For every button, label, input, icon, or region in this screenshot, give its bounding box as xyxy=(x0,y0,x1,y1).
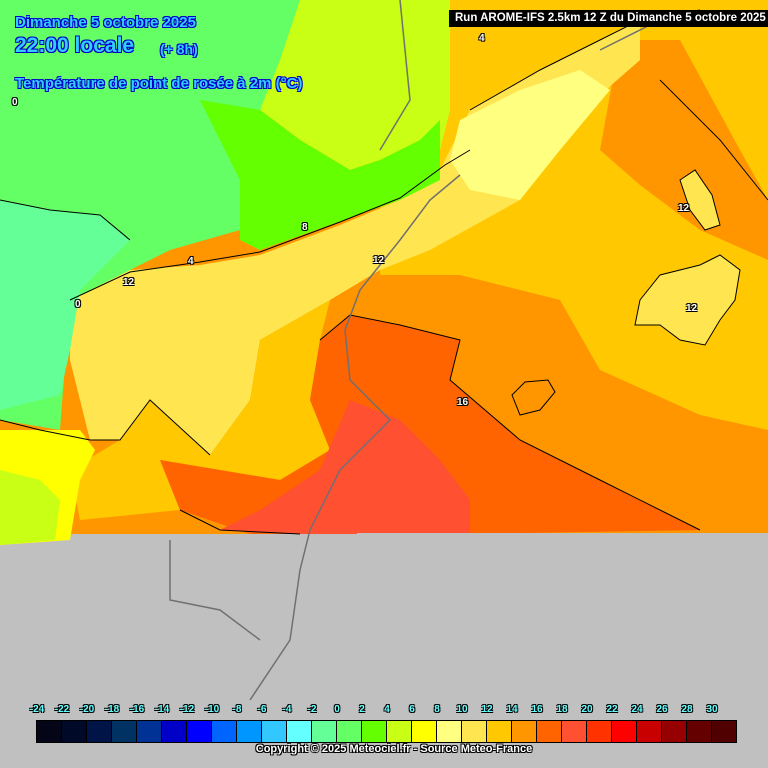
map-date: Dimanche 5 octobre 2025 xyxy=(15,14,196,31)
legend-tick-label: 14 xyxy=(506,704,518,715)
legend-tick-label: -12 xyxy=(179,704,195,715)
legend-swatch xyxy=(662,721,687,742)
copyright: Copyright © 2025 Meteociel.fr - Source M… xyxy=(255,743,533,755)
legend-tick-label: -8 xyxy=(232,704,242,715)
legend-swatch xyxy=(612,721,637,742)
legend-tick-label: 30 xyxy=(706,704,718,715)
legend-swatch xyxy=(87,721,112,742)
island-ibiza xyxy=(511,379,556,416)
legend-tick-label: 4 xyxy=(384,704,390,715)
contour-label: 12 xyxy=(373,255,385,266)
legend-tick-label: -14 xyxy=(154,704,170,715)
legend-tick-label: 16 xyxy=(531,704,543,715)
islands xyxy=(511,169,741,416)
legend-swatch xyxy=(112,721,137,742)
legend-tick-label: 28 xyxy=(681,704,693,715)
legend-tick-label: -24 xyxy=(29,704,45,715)
legend-tick-label: -20 xyxy=(79,704,95,715)
legend-tick-label: -6 xyxy=(257,704,267,715)
legend-tick-label: 2 xyxy=(359,704,365,715)
legend-swatch xyxy=(337,721,362,742)
legend-swatch xyxy=(162,721,187,742)
legend-swatch xyxy=(462,721,487,742)
contour-label: 12 xyxy=(686,303,698,314)
legend-tick-label: 18 xyxy=(556,704,568,715)
legend-swatch xyxy=(637,721,662,742)
legend-tick-label: 24 xyxy=(631,704,643,715)
contour-label: 4 xyxy=(188,256,194,267)
legend-swatch xyxy=(237,721,262,742)
legend-tick-label: 22 xyxy=(606,704,618,715)
contour-label: 0 xyxy=(12,97,18,108)
legend-tick-label: -18 xyxy=(104,704,120,715)
legend-swatch xyxy=(387,721,412,742)
legend-swatch xyxy=(562,721,587,742)
legend-tick-label: -10 xyxy=(204,704,220,715)
legend-swatch xyxy=(512,721,537,742)
legend-swatch xyxy=(287,721,312,742)
legend-tick-label: -16 xyxy=(129,704,145,715)
contour-label: 8 xyxy=(302,222,308,233)
forecast-lead: (+ 8h) xyxy=(160,41,198,57)
legend-tick-label: 26 xyxy=(656,704,668,715)
legend-swatch xyxy=(537,721,562,742)
contour-label: 16 xyxy=(457,397,469,408)
legend-tick-label: 12 xyxy=(481,704,493,715)
legend-tick-label: -2 xyxy=(307,704,317,715)
legend-swatch xyxy=(262,721,287,742)
legend-tick-label: -22 xyxy=(54,704,70,715)
contour-label: 12 xyxy=(123,277,135,288)
legend-swatch xyxy=(37,721,62,742)
map-time: 22:00 locale xyxy=(15,34,135,57)
contour-label: 0 xyxy=(75,299,81,310)
contour-label: 12 xyxy=(678,203,690,214)
legend-swatch xyxy=(687,721,712,742)
legend-tick-label: 10 xyxy=(456,704,468,715)
legend-swatch xyxy=(362,721,387,742)
legend-swatch xyxy=(712,721,736,742)
legend-tick-label: 0 xyxy=(334,704,340,715)
legend-swatch xyxy=(137,721,162,742)
legend-swatch xyxy=(212,721,237,742)
legend-swatch xyxy=(437,721,462,742)
legend-swatch xyxy=(62,721,87,742)
color-legend xyxy=(36,720,737,743)
map-parameter: Température de point de rosée à 2m (°C) xyxy=(15,75,303,92)
island-menorca xyxy=(679,169,721,231)
legend-swatch xyxy=(312,721,337,742)
legend-tick-label: 20 xyxy=(581,704,593,715)
contour-label: 4 xyxy=(479,33,485,44)
island-mallorca xyxy=(634,254,741,346)
legend-tick-label: -4 xyxy=(282,704,292,715)
legend-swatch xyxy=(487,721,512,742)
legend-swatch xyxy=(412,721,437,742)
legend-swatch xyxy=(587,721,612,742)
model-run-banner: Run AROME-IFS 2.5km 12 Z du Dimanche 5 o… xyxy=(449,10,768,27)
legend-tick-label: 6 xyxy=(409,704,415,715)
legend-swatch xyxy=(187,721,212,742)
legend-tick-label: 8 xyxy=(434,704,440,715)
